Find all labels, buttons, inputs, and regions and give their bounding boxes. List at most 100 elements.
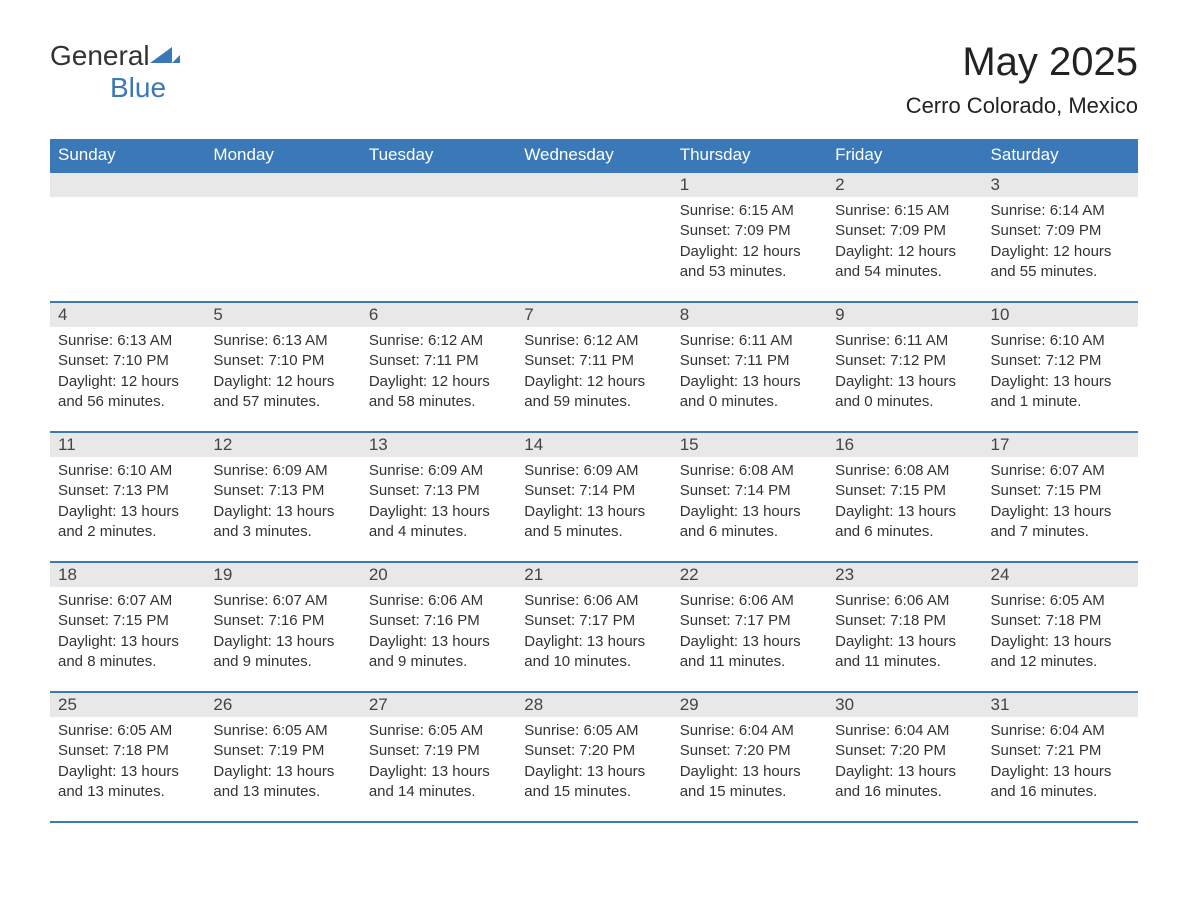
sunrise-text: Sunrise: 6:15 AM	[835, 201, 974, 221]
sunrise-text: Sunrise: 6:04 AM	[835, 721, 974, 741]
sunset-text: Sunset: 7:19 PM	[213, 741, 352, 761]
daylight-text: Daylight: 13 hours and 9 minutes.	[213, 632, 352, 673]
daylight-text: Daylight: 13 hours and 16 minutes.	[991, 762, 1130, 803]
sunrise-text: Sunrise: 6:08 AM	[835, 461, 974, 481]
sunrise-text: Sunrise: 6:13 AM	[58, 331, 197, 351]
sunrise-text: Sunrise: 6:07 AM	[991, 461, 1130, 481]
day-cell: 22 Sunrise: 6:06 AMSunset: 7:17 PMDayligh…	[672, 562, 827, 692]
daylight-text: Daylight: 13 hours and 10 minutes.	[524, 632, 663, 673]
day-cell: 4Sunrise: 6:13 AMSunset: 7:10 PMDaylight…	[50, 302, 205, 432]
day-number: 7	[516, 303, 671, 327]
day-number: 13	[361, 433, 516, 457]
day-cell: 21Sunrise: 6:06 AMSunset: 7:17 PMDayligh…	[516, 562, 671, 692]
day-number	[50, 173, 205, 197]
sunset-text: Sunset: 7:09 PM	[991, 221, 1130, 241]
day-number: 28	[516, 693, 671, 717]
day-cell	[516, 172, 671, 302]
day-number: 23	[827, 563, 982, 587]
sunset-text: Sunset: 7:14 PM	[524, 481, 663, 501]
day-cell: 27Sunrise: 6:05 AMSunset: 7:19 PMDayligh…	[361, 692, 516, 822]
day-body: Sunrise: 6:06 AMSunset: 7:16 PMDaylight:…	[361, 587, 516, 676]
sunrise-text: Sunrise: 6:05 AM	[991, 591, 1130, 611]
daylight-text: Daylight: 13 hours and 7 minutes.	[991, 502, 1130, 543]
day-body: Sunrise: 6:04 AMSunset: 7:20 PMDaylight:…	[672, 717, 827, 806]
day-number: 19	[205, 563, 360, 587]
week-row: 1Sunrise: 6:15 AMSunset: 7:09 PMDaylight…	[50, 172, 1138, 302]
day-cell: 15Sunrise: 6:08 AMSunset: 7:14 PMDayligh…	[672, 432, 827, 562]
day-number: 30	[827, 693, 982, 717]
day-header-mon: Monday	[205, 139, 360, 172]
day-cell: 19Sunrise: 6:07 AMSunset: 7:16 PMDayligh…	[205, 562, 360, 692]
day-body: Sunrise: 6:13 AMSunset: 7:10 PMDaylight:…	[205, 327, 360, 416]
daylight-text: Daylight: 13 hours and 11 minutes.	[680, 632, 819, 673]
sunrise-text: Sunrise: 6:04 AM	[680, 721, 819, 741]
sunrise-text: Sunrise: 6:04 AM	[991, 721, 1130, 741]
daylight-text: Daylight: 12 hours and 57 minutes.	[213, 372, 352, 413]
day-cell: 2Sunrise: 6:15 AMSunset: 7:09 PMDaylight…	[827, 172, 982, 302]
sunset-text: Sunset: 7:13 PM	[58, 481, 197, 501]
sunset-text: Sunset: 7:15 PM	[835, 481, 974, 501]
day-cell: 30Sunrise: 6:04 AMSunset: 7:20 PMDayligh…	[827, 692, 982, 822]
daylight-text: Daylight: 13 hours and 13 minutes.	[58, 762, 197, 803]
sunset-text: Sunset: 7:11 PM	[680, 351, 819, 371]
sunrise-text: Sunrise: 6:09 AM	[213, 461, 352, 481]
day-body: Sunrise: 6:09 AMSunset: 7:14 PMDaylight:…	[516, 457, 671, 546]
day-body: Sunrise: 6:11 AMSunset: 7:12 PMDaylight:…	[827, 327, 982, 416]
day-cell: 14Sunrise: 6:09 AMSunset: 7:14 PMDayligh…	[516, 432, 671, 562]
daylight-text: Daylight: 12 hours and 54 minutes.	[835, 242, 974, 283]
calendar-table: Sunday Monday Tuesday Wednesday Thursday…	[50, 139, 1138, 823]
daylight-text: Daylight: 13 hours and 8 minutes.	[58, 632, 197, 673]
day-header-tue: Tuesday	[361, 139, 516, 172]
sunset-text: Sunset: 7:09 PM	[835, 221, 974, 241]
daylight-text: Daylight: 13 hours and 4 minutes.	[369, 502, 508, 543]
daylight-text: Daylight: 13 hours and 5 minutes.	[524, 502, 663, 543]
sunset-text: Sunset: 7:11 PM	[524, 351, 663, 371]
sunset-text: Sunset: 7:17 PM	[524, 611, 663, 631]
sunrise-text: Sunrise: 6:12 AM	[369, 331, 508, 351]
day-body: Sunrise: 6:08 AMSunset: 7:14 PMDaylight:…	[672, 457, 827, 546]
day-body: Sunrise: 6:12 AMSunset: 7:11 PMDaylight:…	[516, 327, 671, 416]
sunset-text: Sunset: 7:17 PM	[680, 611, 819, 631]
day-number: 26	[205, 693, 360, 717]
sunset-text: Sunset: 7:14 PM	[680, 481, 819, 501]
day-cell: 18Sunrise: 6:07 AMSunset: 7:15 PMDayligh…	[50, 562, 205, 692]
sunset-text: Sunset: 7:12 PM	[835, 351, 974, 371]
daylight-text: Daylight: 13 hours and 2 minutes.	[58, 502, 197, 543]
daylight-text: Daylight: 13 hours and 0 minutes.	[835, 372, 974, 413]
daylight-text: Daylight: 13 hours and 11 minutes.	[835, 632, 974, 673]
day-number: 10	[983, 303, 1138, 327]
day-number: 6	[361, 303, 516, 327]
sunrise-text: Sunrise: 6:06 AM	[680, 591, 819, 611]
day-cell: 3Sunrise: 6:14 AMSunset: 7:09 PMDaylight…	[983, 172, 1138, 302]
sunset-text: Sunset: 7:18 PM	[835, 611, 974, 631]
week-row: 11Sunrise: 6:10 AMSunset: 7:13 PMDayligh…	[50, 432, 1138, 562]
sunrise-text: Sunrise: 6:10 AM	[991, 331, 1130, 351]
day-body: Sunrise: 6:05 AMSunset: 7:18 PMDaylight:…	[50, 717, 205, 806]
day-cell	[361, 172, 516, 302]
day-number: 22	[672, 563, 827, 587]
sunset-text: Sunset: 7:18 PM	[991, 611, 1130, 631]
day-number: 17	[983, 433, 1138, 457]
sunrise-text: Sunrise: 6:05 AM	[369, 721, 508, 741]
day-number: 18	[50, 563, 205, 587]
day-cell: 24Sunrise: 6:05 AMSunset: 7:18 PMDayligh…	[983, 562, 1138, 692]
day-body: Sunrise: 6:10 AMSunset: 7:12 PMDaylight:…	[983, 327, 1138, 416]
day-body: Sunrise: 6:06 AMSunset: 7:18 PMDaylight:…	[827, 587, 982, 676]
sunrise-text: Sunrise: 6:09 AM	[524, 461, 663, 481]
day-cell: 7Sunrise: 6:12 AMSunset: 7:11 PMDaylight…	[516, 302, 671, 432]
sunset-text: Sunset: 7:19 PM	[369, 741, 508, 761]
day-body: Sunrise: 6:05 AMSunset: 7:19 PMDaylight:…	[205, 717, 360, 806]
sunset-text: Sunset: 7:15 PM	[58, 611, 197, 631]
day-cell: 8Sunrise: 6:11 AMSunset: 7:11 PMDaylight…	[672, 302, 827, 432]
day-number: 29	[672, 693, 827, 717]
day-cell: 28Sunrise: 6:05 AMSunset: 7:20 PMDayligh…	[516, 692, 671, 822]
day-header-sat: Saturday	[983, 139, 1138, 172]
day-body: Sunrise: 6:05 AMSunset: 7:18 PMDaylight:…	[983, 587, 1138, 676]
sunrise-text: Sunrise: 6:13 AM	[213, 331, 352, 351]
sunset-text: Sunset: 7:12 PM	[991, 351, 1130, 371]
page-header: General Blue May 2025 Cerro Colorado, Me…	[50, 40, 1138, 119]
day-cell: 16Sunrise: 6:08 AMSunset: 7:15 PMDayligh…	[827, 432, 982, 562]
day-header-sun: Sunday	[50, 139, 205, 172]
daylight-text: Daylight: 13 hours and 1 minute.	[991, 372, 1130, 413]
day-body: Sunrise: 6:05 AMSunset: 7:19 PMDaylight:…	[361, 717, 516, 806]
